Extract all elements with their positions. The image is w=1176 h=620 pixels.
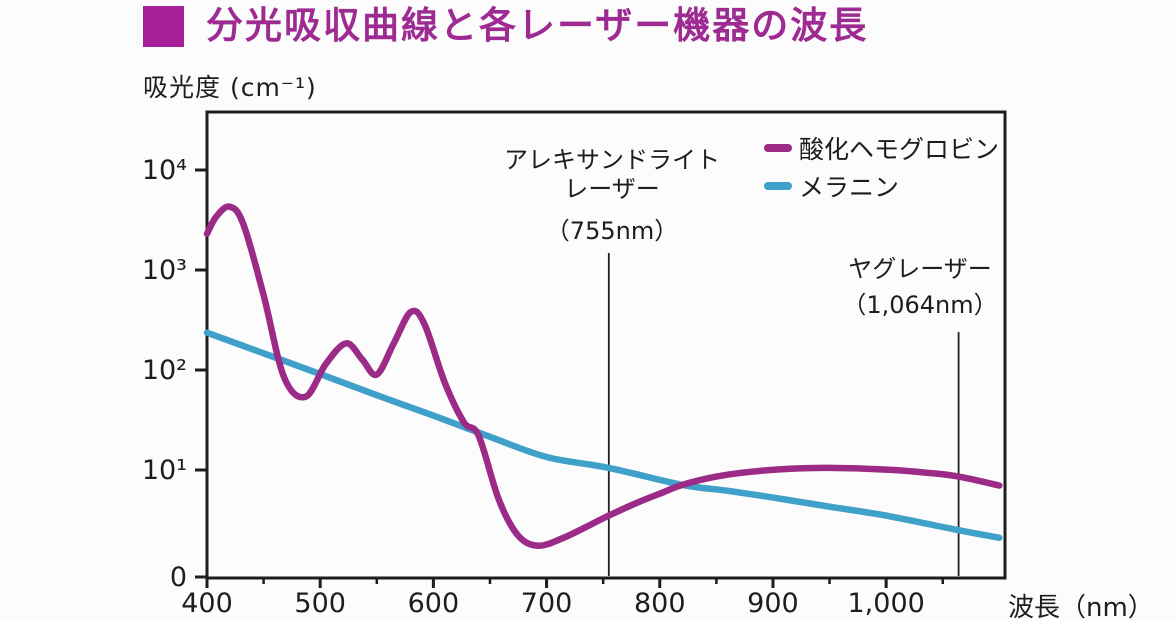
y-tick-label: 10¹ (142, 455, 187, 486)
x-tick-label: 600 (408, 588, 460, 619)
x-axis-title: 波長（nm） (1008, 593, 1154, 620)
x-tick-label: 1,000 (848, 588, 925, 619)
annotation-alexandrite-line2: レーザー (564, 175, 660, 203)
annotation-yag-laser: ヤグレーザー （1,064nm） (842, 255, 997, 320)
series-line-melanin (203, 329, 1003, 542)
y-tick-label: 10³ (142, 255, 187, 286)
legend-swatch-melanin (764, 182, 792, 190)
y-tick-label: 10² (142, 355, 187, 386)
annotation-yag-line1: ヤグレーザー (848, 255, 992, 283)
chart-legend: 酸化ヘモグロビン メラニン (764, 129, 999, 205)
figure-header: 分光吸収曲線と各レーザー機器の波長 (143, 4, 869, 48)
x-tick-label: 800 (634, 588, 686, 619)
x-tick-label: 500 (294, 588, 346, 619)
legend-item-melanin: メラニン (764, 167, 999, 205)
annotation-yag-wavelength: （1,064nm） (842, 291, 998, 319)
x-tick-label: 400 (181, 588, 233, 619)
annotation-alexandrite-laser: アレキサンドライト レーザー （755nm） (504, 146, 720, 246)
x-tick-label: 900 (747, 588, 799, 619)
series-line-oxyhemoglobin (203, 203, 1003, 549)
x-tick-label: 700 (521, 588, 573, 619)
legend-item-oxyhemoglobin: 酸化ヘモグロビン (764, 129, 999, 167)
y-axis-title: 吸光度 (cm⁻¹) (143, 73, 317, 102)
y-tick-label: 0 (170, 562, 187, 593)
legend-label-oxyhemoglobin: 酸化ヘモグロビン (799, 135, 1000, 164)
legend-label-melanin: メラニン (799, 173, 900, 202)
plot-border (205, 110, 1007, 580)
legend-swatch-oxyhemoglobin (764, 144, 792, 152)
annotation-alexandrite-wavelength: （755nm） (545, 217, 679, 245)
figure-title: 分光吸収曲線と各レーザー機器の波長 (206, 4, 869, 48)
annotation-alexandrite-line1: アレキサンドライト (504, 146, 720, 174)
y-tick-label: 10⁴ (142, 155, 187, 186)
title-bullet-square (143, 6, 184, 47)
